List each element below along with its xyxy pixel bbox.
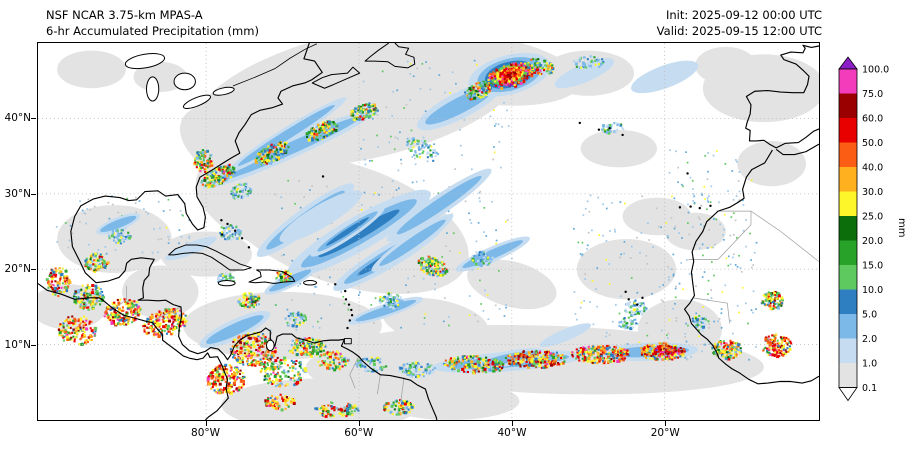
colorbar-tick-label: 0.1 (862, 383, 877, 394)
y-tick-mark (31, 117, 36, 119)
y-tick-mark (31, 269, 36, 271)
coastlines (38, 43, 819, 420)
y-tick-mark (31, 345, 36, 347)
x-tick-label: 80°W (191, 427, 221, 439)
colorbar: 100.0 75.0 60.0 50.0 40.0 30.0 25.0 20.0 15.0 10.… (831, 56, 903, 408)
colorbar-scale: 100.0 75.0 60.0 50.0 40.0 30.0 25.0 20.0 15.0 10.… (838, 56, 889, 402)
x-tick-mark (205, 421, 207, 426)
x-tick-mark (665, 421, 667, 426)
validity-times: Init: 2025-09-12 00:00 UTC Valid: 2025-0… (657, 7, 822, 39)
x-tick-label: 20°W (650, 427, 680, 439)
y-tick-label: 40°N (4, 111, 31, 124)
x-tick-label: 60°W (344, 427, 374, 439)
valid-time: Valid: 2025-09-15 12:00 UTC (656, 24, 822, 39)
x-tick-mark (512, 421, 513, 426)
x-tick-label: 40°W (497, 427, 527, 439)
colorbar-tick-label: 100.0 (862, 64, 889, 75)
colorbar-tick-label: 1.0 (862, 358, 877, 369)
init-time: Init: 2025-09-12 00:00 UTC (666, 8, 822, 22)
colorbar-tick-label: 2.0 (862, 334, 877, 345)
precip-field (38, 43, 819, 420)
colorbar-tick-label: 75.0 (862, 89, 883, 100)
colorbar-tick-label: 40.0 (862, 162, 883, 173)
x-tick-mark (358, 421, 360, 426)
y-tick-label: 10°N (4, 339, 31, 352)
colorbar-tick-label: 60.0 (862, 113, 883, 124)
y-tick-label: 20°N (4, 263, 31, 276)
colorbar-tick-label: 5.0 (862, 309, 877, 320)
colorbar-tick-label: 50.0 (862, 138, 883, 149)
country-borders (112, 210, 819, 401)
colorbar-unit-label: mm (896, 218, 907, 238)
colorbar-tick-label: 20.0 (862, 236, 883, 247)
colorbar-tick-label: 25.0 (862, 211, 883, 222)
y-tick-label: 30°N (4, 187, 31, 200)
product-title: 6-hr Accumulated Precipitation (mm) (46, 24, 259, 39)
precipitation-map (38, 43, 819, 420)
colorbar-tick-label: 15.0 (862, 260, 883, 271)
plot-titles: NSF NCAR 3.75-km MPAS-A 6-hr Accumulated… (46, 7, 259, 39)
y-tick-mark (31, 193, 36, 195)
map-plot-area (37, 42, 820, 421)
model-title: NSF NCAR 3.75-km MPAS-A (46, 8, 203, 22)
graticule (38, 43, 819, 420)
colorbar-tick-label: 10.0 (862, 285, 883, 296)
colorbar-tick-label: 30.0 (862, 187, 883, 198)
